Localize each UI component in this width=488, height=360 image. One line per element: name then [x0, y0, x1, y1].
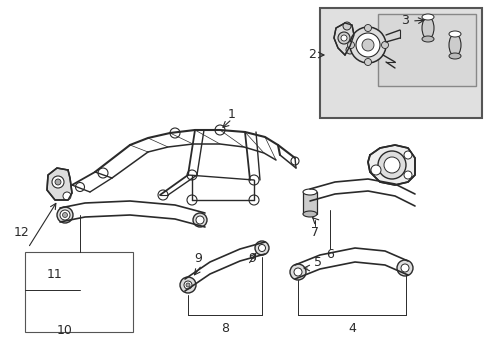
Ellipse shape	[396, 260, 412, 276]
Text: 10: 10	[57, 324, 73, 337]
Ellipse shape	[289, 264, 305, 280]
Ellipse shape	[421, 17, 433, 39]
Ellipse shape	[370, 165, 380, 175]
Polygon shape	[367, 145, 414, 185]
Ellipse shape	[448, 34, 460, 56]
Ellipse shape	[403, 171, 411, 179]
Polygon shape	[333, 23, 353, 55]
Text: 8: 8	[221, 321, 228, 334]
Text: 5: 5	[313, 256, 321, 269]
Ellipse shape	[340, 35, 346, 41]
Ellipse shape	[98, 168, 108, 178]
Text: 3: 3	[400, 13, 408, 27]
Ellipse shape	[215, 125, 224, 135]
Ellipse shape	[248, 175, 259, 185]
Ellipse shape	[75, 183, 84, 192]
Ellipse shape	[448, 53, 460, 59]
Ellipse shape	[196, 216, 203, 224]
Ellipse shape	[62, 212, 67, 217]
Ellipse shape	[349, 27, 385, 63]
Text: 11: 11	[47, 269, 63, 282]
Ellipse shape	[347, 41, 354, 49]
Ellipse shape	[180, 277, 196, 293]
Ellipse shape	[57, 207, 73, 223]
Ellipse shape	[290, 157, 298, 165]
Ellipse shape	[183, 281, 192, 289]
Bar	[319, 8, 481, 118]
Ellipse shape	[421, 14, 433, 20]
Bar	[25, 252, 133, 332]
Ellipse shape	[448, 31, 460, 37]
Ellipse shape	[403, 151, 411, 159]
Ellipse shape	[361, 39, 373, 51]
Ellipse shape	[193, 213, 206, 227]
Text: 4: 4	[347, 321, 355, 334]
Ellipse shape	[342, 22, 350, 30]
Polygon shape	[47, 168, 72, 200]
Ellipse shape	[170, 128, 180, 138]
Ellipse shape	[293, 268, 302, 276]
Ellipse shape	[337, 32, 349, 44]
Bar	[377, 14, 475, 86]
Ellipse shape	[303, 211, 316, 217]
Ellipse shape	[364, 24, 371, 31]
Ellipse shape	[52, 176, 64, 188]
Ellipse shape	[186, 195, 197, 205]
Text: 7: 7	[310, 225, 318, 238]
Text: 6: 6	[325, 248, 333, 261]
Ellipse shape	[355, 33, 379, 57]
Ellipse shape	[254, 241, 268, 255]
Ellipse shape	[186, 170, 197, 180]
Ellipse shape	[364, 58, 371, 66]
Ellipse shape	[383, 157, 399, 173]
Ellipse shape	[55, 179, 61, 185]
Ellipse shape	[400, 264, 408, 272]
Text: 1: 1	[227, 108, 235, 122]
Text: 9: 9	[247, 252, 255, 265]
Ellipse shape	[63, 192, 71, 200]
Text: 9: 9	[194, 252, 202, 265]
Ellipse shape	[421, 36, 433, 42]
Text: 12: 12	[14, 225, 30, 238]
Ellipse shape	[258, 244, 265, 252]
Ellipse shape	[60, 210, 70, 220]
Ellipse shape	[185, 283, 190, 287]
Text: 2: 2	[307, 49, 315, 62]
Bar	[303, 192, 316, 214]
Ellipse shape	[158, 190, 168, 200]
Ellipse shape	[381, 41, 387, 49]
Ellipse shape	[248, 195, 259, 205]
Ellipse shape	[377, 151, 405, 179]
Ellipse shape	[346, 46, 353, 54]
Ellipse shape	[303, 189, 316, 195]
